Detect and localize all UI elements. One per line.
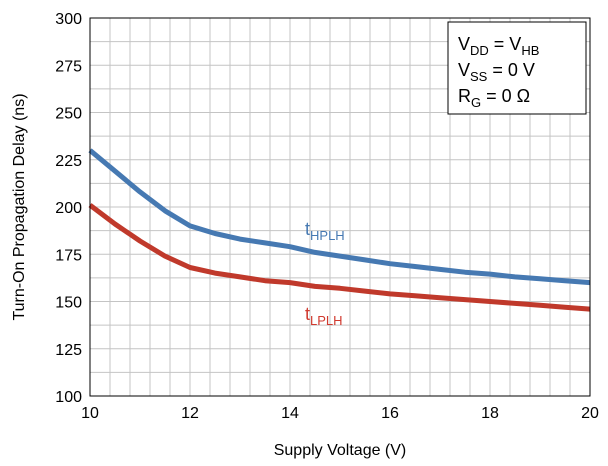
y-tick-labels: 100 125 150 175 200 225 250 275 300: [55, 11, 82, 406]
condition-vss: VSS = 0 V: [458, 60, 535, 84]
conditions-box: VDD = VHB VSS = 0 V RG = 0 Ω: [447, 21, 587, 115]
x-tick-label: 18: [481, 405, 499, 422]
y-tick-label: 100: [55, 389, 82, 406]
y-tick-label: 300: [55, 11, 82, 28]
x-tick-label: 16: [381, 405, 399, 422]
condition-rg: RG = 0 Ω: [458, 86, 530, 110]
y-tick-label: 125: [55, 342, 82, 359]
x-tick-label: 12: [181, 405, 199, 422]
y-axis-label: Turn-On Propagation Delay (ns): [11, 93, 28, 320]
series-line-lplh: [88, 203, 591, 312]
y-tick-label: 250: [55, 106, 82, 123]
series-lines: [88, 148, 591, 312]
y-tick-label: 150: [55, 295, 82, 312]
x-tick-label: 20: [581, 405, 599, 422]
y-tick-label: 275: [55, 58, 82, 75]
x-tick-labels: 10 12 14 16 18 20: [81, 405, 599, 422]
conditions-box-frame: [447, 21, 587, 115]
series-label-tlplh: tLPLH: [305, 304, 343, 328]
x-axis-label: Supply Voltage (V): [274, 442, 407, 459]
y-tick-label: 200: [55, 200, 82, 217]
x-tick-label: 14: [281, 405, 299, 422]
condition-vdd: VDD = VHB: [458, 34, 539, 58]
y-tick-label: 175: [55, 247, 82, 264]
plot-frame: [89, 17, 591, 397]
y-tick-label: 225: [55, 153, 82, 170]
series-line-hplh: [88, 148, 591, 286]
series-label-thplh: tHPLH: [305, 219, 345, 243]
x-tick-label: 10: [81, 405, 99, 422]
